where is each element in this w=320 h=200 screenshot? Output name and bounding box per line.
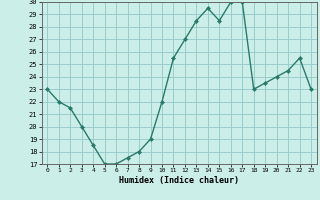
X-axis label: Humidex (Indice chaleur): Humidex (Indice chaleur) xyxy=(119,176,239,185)
